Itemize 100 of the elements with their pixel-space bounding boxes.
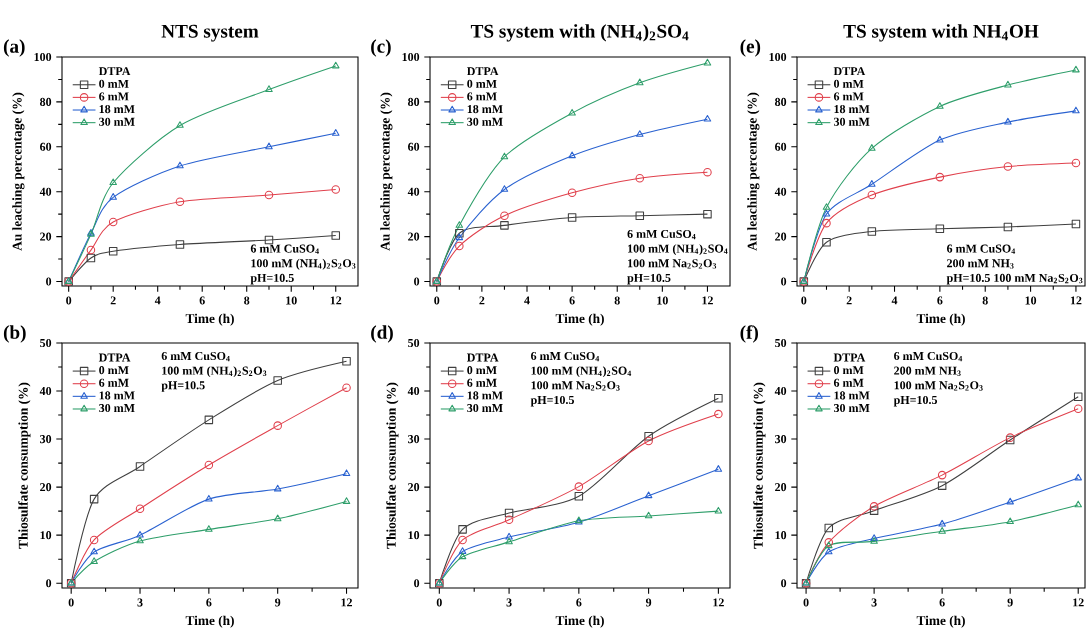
x-tick-label: 12 <box>713 598 724 607</box>
y-axis-title: Thiosulfate consumption (%) <box>753 382 766 549</box>
x-tick-label: 8 <box>614 296 620 305</box>
annotation: 200 mM NH$_{3}$ <box>947 259 1014 269</box>
y-tick-label: 40 <box>774 187 787 196</box>
y-tick-label: 20 <box>775 232 787 241</box>
y-tick-label: 30 <box>40 435 52 444</box>
annotation: pH=10.5 <box>161 381 205 392</box>
y-tick-label: 100 <box>34 52 52 62</box>
chart-title: NTS system <box>161 24 259 42</box>
annotation: 100 mM (NH$_{4}$)$_{2}$SO$_{4}$ <box>628 244 728 256</box>
x-tick-label: 12 <box>341 598 353 607</box>
annotation: 100 mM (NH$_{4}$)$_{2}$SO$_{4}$ <box>531 366 632 378</box>
y-tick-label: 10 <box>408 531 420 540</box>
x-axis-title: Time (h) <box>916 313 965 326</box>
chart-title: TS system with (NH$_{4}$)$_{2}$SO$_{4}$ <box>470 24 689 42</box>
legend-label: 0 mM <box>833 366 864 375</box>
x-tick-label: 9 <box>1007 598 1013 607</box>
x-tick-label: 10 <box>1025 296 1037 305</box>
x-tick-label: 9 <box>275 598 281 607</box>
y-tick-label: 80 <box>408 97 420 106</box>
legend-title: DTPA <box>833 67 866 76</box>
annotation: 6 mM CuSO$_{4}$ <box>946 244 1016 254</box>
annotation: 6 mM CuSO$_{4}$ <box>894 351 963 362</box>
x-axis-title: Time (h) <box>555 313 604 326</box>
legend-label: 6 mM <box>833 378 864 387</box>
y-tick-label: 100 <box>769 52 787 62</box>
annotation: 100 mM (NH$_{4}$)$_{2}$S$_{2}$O$_{3}$ <box>162 366 267 378</box>
legend-title: DTPA <box>466 67 499 76</box>
y-tick-label: 60 <box>40 142 52 151</box>
text: (c) <box>371 39 391 57</box>
x-tick-label: 12 <box>1070 296 1082 305</box>
y-tick-label: 50 <box>775 338 787 348</box>
y-tick-label: 0 <box>46 579 52 588</box>
x-tick-label: 2 <box>846 296 852 305</box>
legend-title: DTPA <box>98 353 131 362</box>
annotation: 6 mM CuSO$_{4}$ <box>531 351 600 362</box>
legend-title: DTPA <box>833 353 866 362</box>
y-axis-title: Au leaching percentage (%) <box>380 92 393 251</box>
legend-label: 6 mM <box>99 92 129 101</box>
x-tick-label: 6 <box>937 296 943 305</box>
legend-label: 6 mM <box>99 378 129 387</box>
legend-label: 18 mM <box>99 391 135 400</box>
annotation: pH=10.5 <box>627 273 671 285</box>
y-tick-label: 20 <box>408 232 420 241</box>
legend-label: 0 mM <box>99 366 129 375</box>
y-axis-title: Thiosulfate consumption (%) <box>18 382 31 549</box>
legend-label: 6 mM <box>467 378 497 387</box>
y-axis-title: Au leaching percentage (%) <box>12 92 25 251</box>
x-tick-label: 4 <box>891 296 898 305</box>
legend-label: 6 mM <box>467 92 497 101</box>
legend-label: 30 mM <box>467 403 503 413</box>
y-tick-label: 40 <box>774 386 787 396</box>
legend-label: 30 mM <box>99 403 135 413</box>
text: (f) <box>740 325 758 343</box>
x-tick-label: 3 <box>137 598 143 607</box>
y-tick-label: 0 <box>46 277 52 286</box>
text: (d) <box>371 325 393 343</box>
x-tick-label: 10 <box>657 296 668 305</box>
x-tick-label: 8 <box>982 296 988 305</box>
y-tick-label: 30 <box>408 435 420 444</box>
x-tick-label: 3 <box>506 598 512 607</box>
text: (a) <box>3 39 25 57</box>
y-tick-label: 0 <box>781 277 787 286</box>
y-tick-label: 10 <box>40 531 52 540</box>
x-axis-title: Time (h) <box>555 615 604 628</box>
annotation: pH=10.5 <box>530 395 575 407</box>
text: (e) <box>740 39 761 57</box>
x-tick-label: 6 <box>199 296 205 305</box>
x-tick-label: 9 <box>645 598 652 607</box>
y-tick-label: 20 <box>40 232 52 241</box>
annotation: pH=10.5 100 mM Na$_{2}$S$_{2}$O$_{3}$ <box>946 273 1083 285</box>
y-tick-label: 50 <box>408 338 420 348</box>
legend-label: 18 mM <box>467 391 503 400</box>
y-tick-label: 40 <box>39 187 52 196</box>
x-axis-title: Time (h) <box>185 313 234 326</box>
annotation: 100 mM Na$_{2}$S$_{2}$O$_{3}$ <box>628 259 717 269</box>
annotation: 6 mM CuSO$_{4}$ <box>627 229 696 240</box>
y-tick-label: 100 <box>402 52 420 62</box>
y-axis-title: Au leaching percentage (%) <box>747 92 760 251</box>
y-tick-label: 50 <box>40 338 52 348</box>
y-tick-label: 20 <box>775 483 787 492</box>
chart-title: TS system with NH$_{4}$OH <box>843 24 1039 42</box>
x-tick-label: 4 <box>524 296 530 305</box>
x-tick-label: 12 <box>1073 598 1084 607</box>
y-tick-label: 0 <box>414 579 420 588</box>
annotation: 100 mM Na$_{2}$S$_{2}$O$_{3}$ <box>531 381 620 391</box>
y-tick-label: 40 <box>407 386 420 396</box>
legend-label: 0 mM <box>833 79 864 88</box>
annotation: 100 mM (NH$_{4}$)$_{2}$S$_{2}$O$_{3}$ <box>251 258 356 270</box>
text: (b) <box>3 325 26 343</box>
y-tick-label: 20 <box>40 483 52 492</box>
y-tick-label: 40 <box>407 187 420 196</box>
x-tick-label: 0 <box>436 598 442 607</box>
x-tick-label: 0 <box>68 598 74 607</box>
annotation: 6 mM CuSO$_{4}$ <box>161 351 230 362</box>
annotation: 100 mM Na$_{2}$S$_{2}$O$_{3}$ <box>894 381 983 391</box>
legend-label: 30 mM <box>833 403 870 413</box>
annotation: pH=10.5 <box>250 273 294 285</box>
y-tick-label: 0 <box>414 277 420 286</box>
